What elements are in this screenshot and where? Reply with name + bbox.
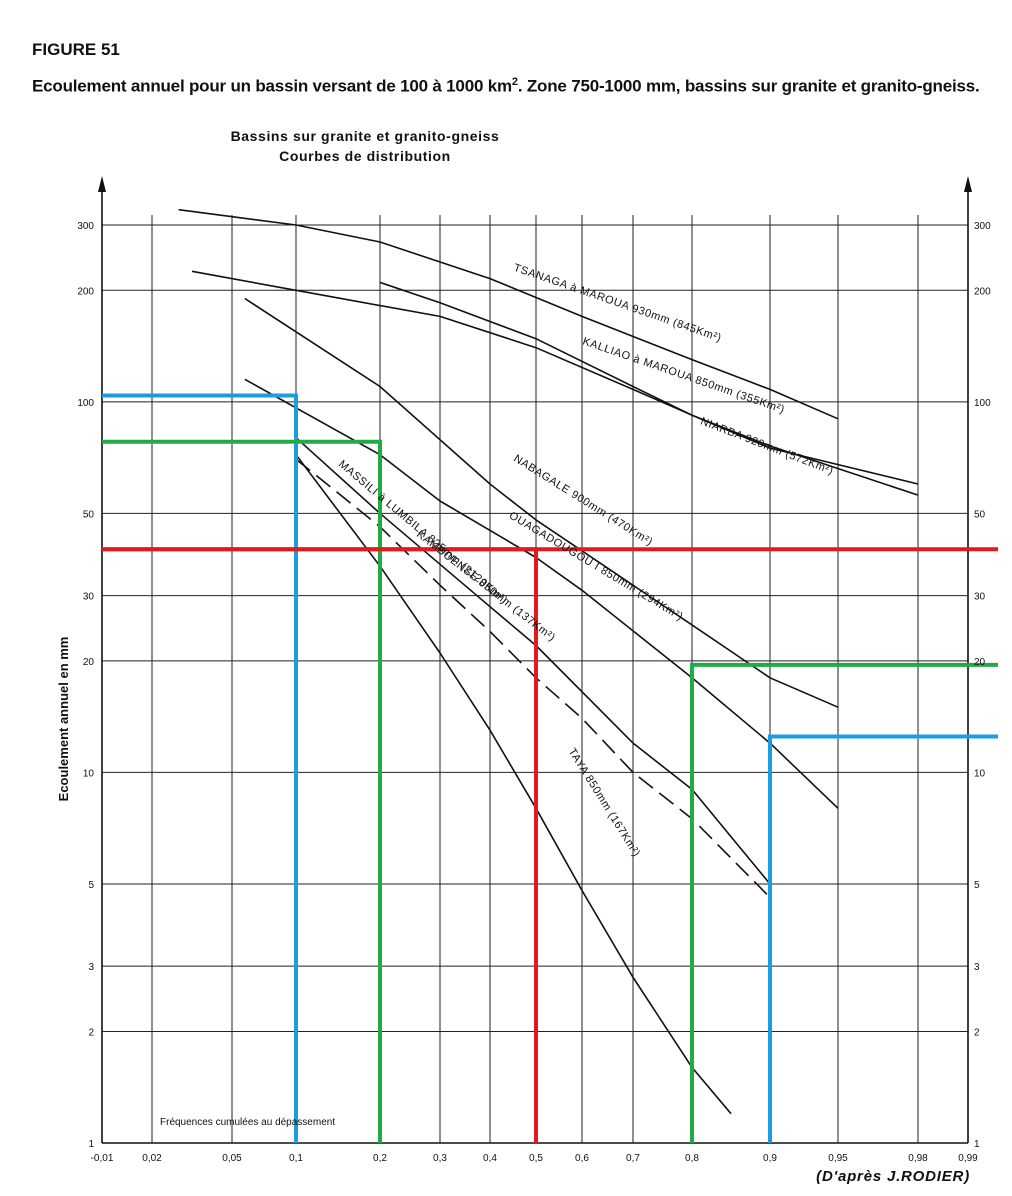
y-tick-label-right: 30 xyxy=(974,592,986,603)
chart-labels: -0,01 0,02 0,05 0,1 0,2 0,3 0,4 0,5 0,6 0,7 0,8 0,9… xyxy=(56,221,991,1164)
y-tick-label-right: 300 xyxy=(974,221,991,232)
y-tick-label-left: 3 xyxy=(88,962,94,973)
y-axis-title: Ecoulement annuel en mm xyxy=(56,637,71,802)
y-tick-label-right: 3 xyxy=(974,962,980,973)
y-tick-label-left: 1 xyxy=(88,1139,94,1150)
x-tick-label: -0,01 xyxy=(91,1153,114,1164)
x-axis-title: Fréquences cumulées au dépassement xyxy=(160,1117,335,1128)
y-tick-label-right: 20 xyxy=(974,657,986,668)
figure-label: FIGURE 51 xyxy=(32,40,120,59)
reading-line-2 xyxy=(768,734,998,1143)
x-tick-label: 0,5 xyxy=(529,1153,543,1164)
y-tick-label-right: 1 xyxy=(974,1139,980,1150)
chart-curves xyxy=(178,208,919,1115)
source-credit: (D'après J.RODIER) xyxy=(816,1168,970,1185)
y-tick-label-left: 200 xyxy=(77,286,94,297)
y-tick-label-left: 300 xyxy=(77,221,94,232)
y-tick-label-left: 5 xyxy=(88,880,94,891)
y-tick-label-left: 10 xyxy=(83,768,95,779)
x-tick-label: 0,2 xyxy=(373,1153,387,1164)
y-axis-left-arrow xyxy=(98,176,106,192)
y-tick-label-right: 100 xyxy=(974,398,991,409)
curve-3 xyxy=(191,270,919,496)
x-tick-label: 0,99 xyxy=(958,1153,978,1164)
curve-label-7: MASSILI à LUMBILA 825mm (2120Km²) xyxy=(336,458,510,606)
x-tick-label: 0,6 xyxy=(575,1153,589,1164)
x-tick-label: 0,02 xyxy=(142,1153,162,1164)
x-tick-label: 0,3 xyxy=(433,1153,447,1164)
curve-8 xyxy=(295,454,732,1115)
curve-2 xyxy=(379,281,919,485)
reading-line-4 xyxy=(690,662,998,1143)
x-tick-label: 0,9 xyxy=(763,1153,777,1164)
curve-4 xyxy=(244,297,839,708)
reading-line-5 xyxy=(102,547,538,1143)
caption-main: Ecoulement annuel pour un bassin versant… xyxy=(32,76,512,96)
x-tick-label: 0,4 xyxy=(483,1153,497,1164)
caption-superscript: 2 xyxy=(511,76,518,88)
y-tick-label-right: 50 xyxy=(974,509,986,520)
x-tick-label: 0,7 xyxy=(626,1153,640,1164)
x-tick-label: 0,98 xyxy=(908,1153,928,1164)
y-tick-label-left: 50 xyxy=(83,509,95,520)
y-tick-label-right: 200 xyxy=(974,286,991,297)
x-tick-label: 0,95 xyxy=(828,1153,848,1164)
reading-line-1 xyxy=(102,393,298,1143)
y-tick-label-right: 10 xyxy=(974,768,986,779)
x-tick-label: 0,1 xyxy=(289,1153,303,1164)
y-tick-label-left: 20 xyxy=(83,657,95,668)
y-tick-label-left: 2 xyxy=(88,1027,94,1038)
y-tick-label-right: 5 xyxy=(974,880,980,891)
curve-label-5: OUAGADOUGOU I 850mm (294Km²) xyxy=(507,510,685,624)
curve-1 xyxy=(178,208,839,420)
x-tick-label: 0,05 xyxy=(222,1153,242,1164)
y-tick-label-left: 100 xyxy=(77,398,94,409)
chart-annotations xyxy=(102,393,998,1143)
curve-label-1: TSANAGA à MAROUA 930mm (845Km²) xyxy=(512,262,723,345)
curve-label-3: NIARBA 920mm (572Km²) xyxy=(699,415,835,477)
reading-line-3 xyxy=(102,439,382,1143)
curve-label-8: TAYA 850mm (167Km²) xyxy=(566,746,643,859)
x-tick-label: 0,8 xyxy=(685,1153,699,1164)
figure-caption: Ecoulement annuel pour un bassin versant… xyxy=(32,70,992,99)
curve-5 xyxy=(244,378,839,809)
y-tick-label-left: 30 xyxy=(83,592,95,603)
chart-title-line2: Courbes de distribution xyxy=(279,148,451,164)
y-axis-right-arrow xyxy=(964,176,972,192)
caption-rest: . Zone 750-1000 mm, bassins sur granite … xyxy=(517,76,980,96)
chart-title-line1: Bassins sur granite et granito-gneiss xyxy=(230,128,500,144)
y-tick-label-right: 2 xyxy=(974,1027,980,1038)
